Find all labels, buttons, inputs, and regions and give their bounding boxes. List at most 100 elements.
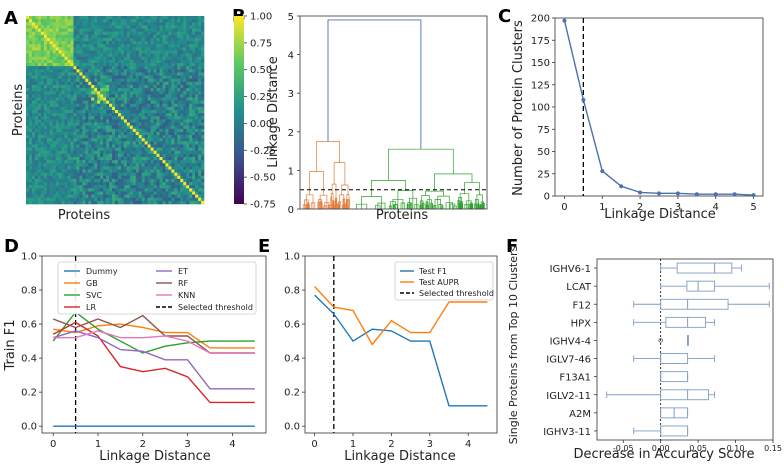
heatmap-cell xyxy=(34,28,39,32)
heatmap-cell xyxy=(123,144,128,148)
heatmap-cell xyxy=(201,113,205,117)
heatmap-cell xyxy=(43,125,48,130)
heatmap-cell xyxy=(112,128,116,133)
heatmap-cell xyxy=(123,200,128,205)
heatmap-cell xyxy=(103,28,107,32)
heatmap-cell xyxy=(112,113,116,117)
heatmap-cell xyxy=(70,153,74,158)
heatmap-cell xyxy=(37,160,42,164)
data-point xyxy=(713,192,718,197)
heatmap-cell xyxy=(195,72,199,76)
heatmap-cell xyxy=(70,28,74,32)
heatmap-cell xyxy=(141,69,145,73)
plot-frame xyxy=(596,258,774,441)
heatmap-cell xyxy=(165,22,169,26)
heatmap-cell xyxy=(28,19,33,23)
heatmap-cell xyxy=(198,34,202,39)
heatmap-cell xyxy=(189,72,193,76)
heatmap-cell xyxy=(73,131,77,136)
heatmap-cell xyxy=(82,97,86,101)
heatmap-cell xyxy=(73,91,77,95)
heatmap-cell xyxy=(64,166,68,170)
heatmap-cell xyxy=(132,47,137,51)
heatmap-cell xyxy=(129,135,134,139)
heatmap-cell xyxy=(100,50,104,54)
heatmap-cell xyxy=(70,178,74,183)
heatmap-cell xyxy=(174,157,178,161)
heatmap-cell xyxy=(64,81,68,86)
heatmap-cell xyxy=(26,185,30,189)
heatmap-cell xyxy=(174,100,178,105)
x-tick-label: 3 xyxy=(184,439,190,450)
heatmap-cell xyxy=(192,172,196,177)
heatmap-cell xyxy=(106,200,110,205)
heatmap-cell xyxy=(117,97,122,101)
heatmap-cell xyxy=(55,19,59,23)
heatmap-cell xyxy=(171,34,175,39)
heatmap-cell xyxy=(97,81,101,86)
heatmap-cell xyxy=(79,81,83,86)
heatmap-cell xyxy=(189,81,193,86)
heatmap-cell xyxy=(126,69,131,73)
heatmap-cell xyxy=(40,169,45,173)
heatmap-cell xyxy=(55,69,59,73)
heatmap-cell xyxy=(147,25,151,29)
heatmap-cell xyxy=(73,59,77,64)
heatmap-cell xyxy=(144,169,148,173)
heatmap-cell xyxy=(171,191,175,195)
heatmap-cell xyxy=(85,144,89,148)
heatmap-cell xyxy=(129,185,134,189)
heatmap-cell xyxy=(52,122,56,126)
heatmap-cell xyxy=(171,78,175,83)
heatmap-cell xyxy=(73,147,77,152)
heatmap-cell xyxy=(28,153,33,158)
heatmap-cell xyxy=(162,103,166,108)
heatmap-cell xyxy=(109,97,113,101)
heatmap-cell xyxy=(46,22,51,26)
heatmap-cell xyxy=(115,22,119,26)
heatmap-cell xyxy=(198,53,202,58)
series-line-lr xyxy=(52,321,255,404)
heatmap-cell xyxy=(177,135,181,139)
heatmap-cell xyxy=(117,135,122,139)
heatmap-cell xyxy=(168,163,172,167)
heatmap-cell xyxy=(26,66,30,70)
heatmap-cell xyxy=(76,194,80,199)
heatmap-cell xyxy=(198,100,202,105)
heatmap-cell xyxy=(156,88,160,92)
heatmap-cell xyxy=(100,128,104,133)
heatmap-cell xyxy=(141,28,145,32)
heatmap-cell xyxy=(26,22,30,26)
heatmap-cell xyxy=(103,72,107,76)
heatmap-cell xyxy=(183,116,187,120)
heatmap-cell xyxy=(126,25,131,29)
heatmap-cell xyxy=(100,97,104,101)
heatmap-cell xyxy=(40,175,45,180)
heatmap-cell xyxy=(189,47,193,51)
heatmap-cell xyxy=(97,166,101,170)
y-tick-label: 150 xyxy=(531,58,550,69)
heatmap-cell xyxy=(73,69,77,73)
heatmap-cell xyxy=(162,47,166,51)
heatmap-cell xyxy=(115,81,119,86)
heatmap-cell xyxy=(88,47,92,51)
heatmap-cell xyxy=(168,16,172,20)
heatmap-cell xyxy=(195,172,199,177)
heatmap-cell xyxy=(31,94,36,98)
heatmap-cell xyxy=(189,84,193,89)
heatmap-cell xyxy=(67,175,71,180)
heatmap-cell xyxy=(112,31,116,36)
heatmap-cell xyxy=(192,50,196,54)
heatmap-cell xyxy=(177,47,181,51)
heatmap-cell xyxy=(171,22,175,26)
heatmap-cell xyxy=(55,28,59,32)
heatmap-cell xyxy=(34,182,39,186)
heatmap-cell xyxy=(183,197,187,202)
heatmap-cell xyxy=(94,110,98,114)
heatmap-cell xyxy=(123,47,128,51)
heatmap-cell xyxy=(34,150,39,155)
heatmap-cell xyxy=(73,144,77,148)
legend-label: Selected threshold xyxy=(419,289,494,298)
heatmap-cell xyxy=(43,163,48,167)
heatmap-cell xyxy=(67,41,71,45)
